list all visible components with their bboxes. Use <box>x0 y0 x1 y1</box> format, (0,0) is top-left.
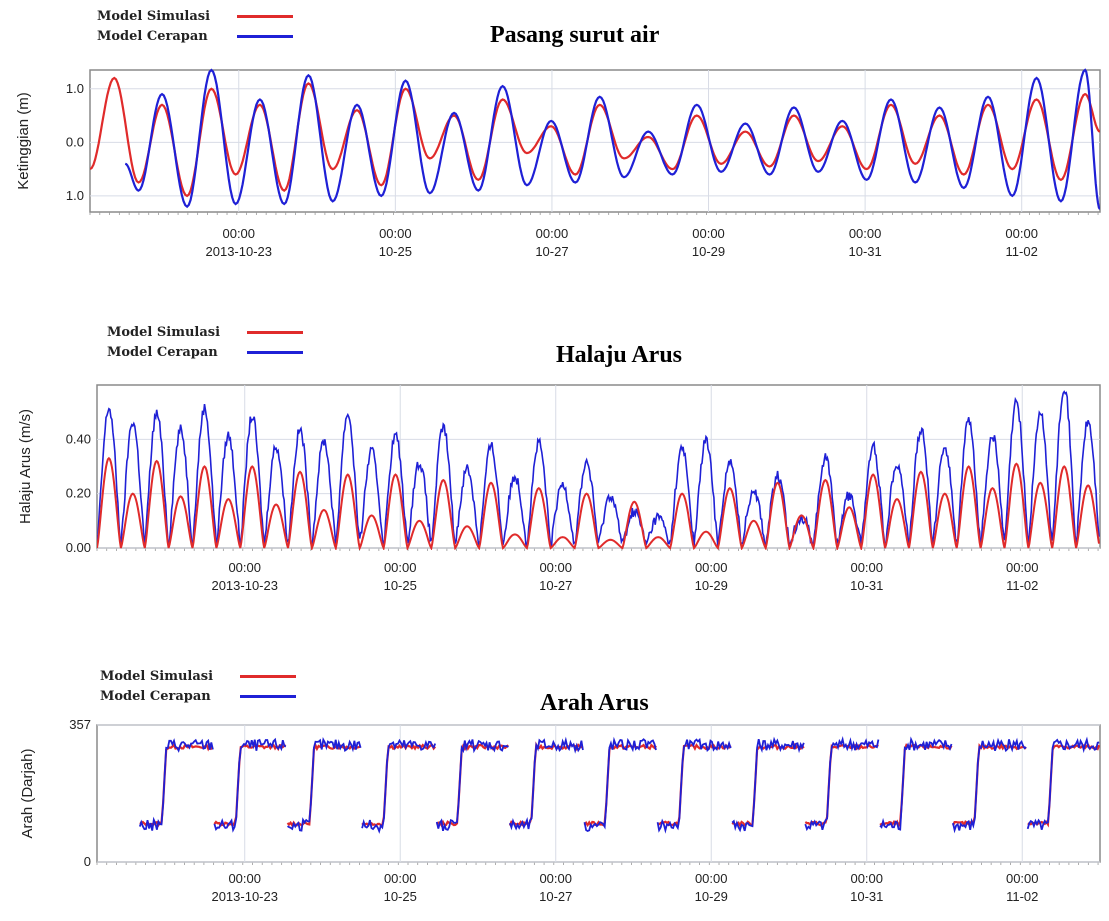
series-group <box>138 735 1100 834</box>
x-tick-time: 00:00 <box>850 560 883 575</box>
x-tick-date: 11-02 <box>1006 889 1038 904</box>
x-tick-time: 00:00 <box>1006 871 1039 886</box>
y-axis-label: Ketinggian (m) <box>15 92 32 190</box>
y-axis-label: Arah (Darjah) <box>19 748 36 838</box>
x-tick-time: 00:00 <box>384 560 417 575</box>
series-group <box>97 390 1100 550</box>
legend-label-simulasi: Model Simulasi <box>107 324 221 340</box>
plot-frame <box>96 384 1101 549</box>
legend-label-simulasi: Model Simulasi <box>100 668 214 684</box>
legend: Model Simulasi Model Cerapan <box>100 666 296 706</box>
legend-item-simulasi: Model Simulasi <box>97 6 293 26</box>
legend-label-simulasi: Model Simulasi <box>97 8 211 24</box>
x-tick-date: 10-27 <box>539 578 572 593</box>
x-tick-time: 00:00 <box>222 226 255 241</box>
legend-item-simulasi: Model Simulasi <box>100 666 296 686</box>
legend-swatch-simulasi <box>237 14 293 18</box>
series-line-cerapan <box>138 735 1100 834</box>
y-tick-label: 0 <box>84 854 91 869</box>
legend-swatch-simulasi <box>247 330 303 334</box>
chart-title: Pasang surut air <box>490 22 660 48</box>
y-tick-label: 0.0 <box>66 134 84 149</box>
current-speed-chart: 00:00 2013-10-23 00:00 10-25 00:00 10-27 00:00… <box>17 384 1101 593</box>
x-tick-date: 10-27 <box>535 244 568 259</box>
y-axis-label: Halaju Arus (m/s) <box>17 409 34 524</box>
tide-chart: 00:00 2013-10-23 00:00 10-25 00:00 10-27 00:00… <box>15 68 1101 259</box>
x-tick-date: 2013-10-23 <box>206 244 273 259</box>
series-group <box>90 68 1100 210</box>
y-tick-label: 0.40 <box>66 431 91 446</box>
series-line-simulasi <box>97 456 1100 550</box>
x-tick-date: 10-25 <box>379 244 412 259</box>
x-tick-date: 10-25 <box>384 578 417 593</box>
x-tick-date: 2013-10-23 <box>211 889 278 904</box>
legend-label-cerapan: Model Cerapan <box>107 344 218 360</box>
current-direction-panel: Model Simulasi Model Cerapan Arah Arus 0… <box>0 610 1109 921</box>
x-tick-date: 2013-10-23 <box>211 578 278 593</box>
x-tick-time: 00:00 <box>384 871 417 886</box>
legend-label-cerapan: Model Cerapan <box>100 688 211 704</box>
x-tick-time: 00:00 <box>536 226 569 241</box>
x-tick-time: 00:00 <box>695 560 728 575</box>
legend-item-cerapan: Model Cerapan <box>107 342 303 362</box>
y-tick-label: 357 <box>69 717 91 732</box>
y-tick-label: 1.0 <box>66 81 84 96</box>
x-tick-time: 00:00 <box>1005 226 1038 241</box>
x-tick-time: 00:00 <box>539 560 572 575</box>
chart-title: Arah Arus <box>540 690 649 716</box>
x-tick-time: 00:00 <box>849 226 882 241</box>
x-tick-time: 00:00 <box>850 871 883 886</box>
x-tick-time: 00:00 <box>1006 560 1039 575</box>
x-tick-time: 00:00 <box>692 226 725 241</box>
series-line-simulasi <box>90 76 1100 198</box>
y-tick-label: 0.00 <box>66 540 91 555</box>
legend-swatch-cerapan <box>247 350 303 354</box>
y-tick-label: 1.0 <box>66 188 84 203</box>
legend: Model Simulasi Model Cerapan <box>97 6 293 46</box>
x-tick-time: 00:00 <box>228 560 261 575</box>
legend-swatch-simulasi <box>240 674 296 678</box>
x-tick-date: 11-02 <box>1006 578 1038 593</box>
plot-frame <box>89 69 1101 213</box>
legend: Model Simulasi Model Cerapan <box>107 322 303 362</box>
x-tick-date: 10-31 <box>850 889 883 904</box>
x-tick-date: 10-29 <box>692 244 725 259</box>
x-tick-date: 10-27 <box>539 889 572 904</box>
x-tick-time: 00:00 <box>228 871 261 886</box>
y-tick-label: 0.20 <box>66 486 91 501</box>
legend-item-cerapan: Model Cerapan <box>100 686 296 706</box>
x-tick-date: 10-29 <box>695 578 728 593</box>
legend-label-cerapan: Model Cerapan <box>97 28 208 44</box>
current-speed-panel: Model Simulasi Model Cerapan Halaju Arus… <box>0 300 1109 610</box>
legend-item-cerapan: Model Cerapan <box>97 26 293 46</box>
legend-swatch-cerapan <box>237 34 293 38</box>
legend-swatch-cerapan <box>240 694 296 698</box>
x-tick-date: 10-31 <box>850 578 883 593</box>
x-tick-date: 10-29 <box>695 889 728 904</box>
x-tick-time: 00:00 <box>695 871 728 886</box>
current-direction-chart: 00:00 2013-10-23 00:00 10-25 00:00 10-27 00:00… <box>19 717 1101 904</box>
legend-item-simulasi: Model Simulasi <box>107 322 303 342</box>
x-tick-date: 11-02 <box>1006 244 1038 259</box>
chart-title: Halaju Arus <box>556 342 683 368</box>
x-tick-date: 10-25 <box>384 889 417 904</box>
x-tick-time: 00:00 <box>379 226 412 241</box>
tide-panel: Model Simulasi Model Cerapan Pasang suru… <box>0 0 1109 290</box>
x-tick-time: 00:00 <box>539 871 572 886</box>
series-line-cerapan <box>124 68 1100 210</box>
x-tick-date: 10-31 <box>848 244 881 259</box>
